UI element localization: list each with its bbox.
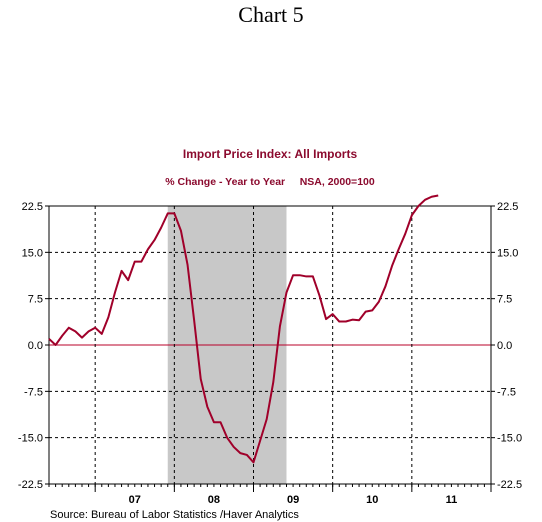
y-tick-label-left: 0.0 (28, 340, 43, 352)
y-tick-label-right: 7.5 (497, 294, 512, 306)
y-tick-label-right: -7.5 (497, 386, 516, 398)
y-tick-label-left: -22.5 (18, 479, 43, 491)
source-note: Source: Bureau of Labor Statistics /Have… (50, 509, 299, 521)
x-tick-label: 07 (129, 494, 141, 506)
y-tick-label-right: -15.0 (497, 433, 522, 445)
series-line (48, 194, 439, 464)
y-tick-label-left: -7.5 (24, 386, 43, 398)
y-tick-label-right: 15.0 (497, 247, 518, 259)
y-tick-label-left: -15.0 (18, 433, 43, 445)
y-tick-label-right: 0.0 (497, 340, 512, 352)
y-tick-label-left: 15.0 (22, 247, 43, 259)
x-tick-label: 08 (208, 494, 220, 506)
y-tick-label-right: 22.5 (497, 201, 518, 213)
y-tick-label-left: 22.5 (22, 201, 43, 213)
chart-subtitle: % Change - Year to Year NSA, 2000=100 (165, 176, 375, 188)
y-tick-label-left: 7.5 (28, 294, 43, 306)
y-tick-label-right: -22.5 (497, 479, 522, 491)
x-tick-label: 09 (287, 494, 299, 506)
chart-title: Import Price Index: All Imports (183, 147, 358, 161)
page-title: Chart 5 (238, 2, 304, 27)
plot-frame (48, 205, 492, 485)
x-tick-label: 10 (366, 494, 378, 506)
x-tick-label: 11 (446, 494, 458, 506)
plot-area: 22.5 22.5 15.0 15.0 7.5 7.5 0.0 0.0 -7.5 -7.5 -15.… (18, 194, 522, 506)
